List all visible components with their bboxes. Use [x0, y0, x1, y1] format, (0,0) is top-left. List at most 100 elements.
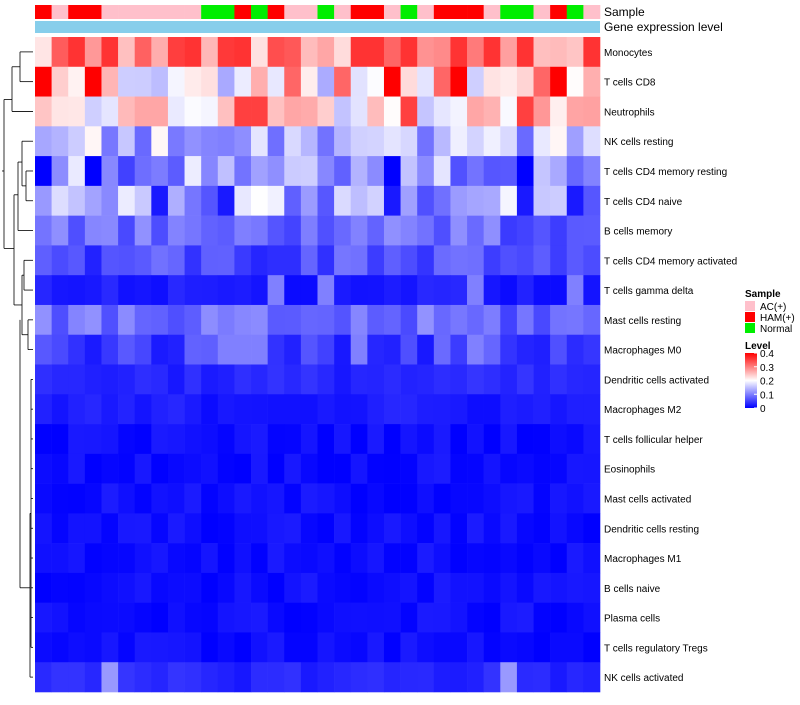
heatmap-cell: [467, 37, 484, 68]
heatmap-cell: [68, 424, 86, 455]
heatmap-cell: [317, 364, 335, 395]
heatmap-cell: [550, 572, 568, 603]
heatmap-cell: [450, 156, 468, 187]
heatmap-cell: [417, 602, 435, 633]
heatmap-cell: [383, 632, 401, 663]
sample-annotation-cell: [101, 5, 119, 19]
heatmap-cell: [234, 215, 252, 246]
heatmap-cell: [68, 185, 86, 216]
heatmap-cell: [450, 513, 468, 544]
heatmap-cell: [550, 215, 568, 246]
heatmap-cell: [583, 543, 601, 574]
heatmap-cell: [84, 275, 102, 306]
heatmap-cell: [51, 245, 69, 276]
heatmap-cell: [151, 632, 169, 663]
heatmap-cell: [400, 185, 418, 216]
heatmap-cell: [35, 424, 52, 455]
heatmap-cell: [184, 513, 202, 544]
heatmap-cell: [68, 572, 86, 603]
heatmap-cell: [483, 364, 501, 395]
sample-annotation-cell: [367, 5, 385, 19]
heatmap-cell: [234, 334, 252, 365]
heatmap-cell: [300, 513, 318, 544]
heatmap-cell: [500, 394, 518, 425]
sample-annotation-cell: [400, 5, 418, 19]
heatmap-cell: [400, 156, 418, 187]
heatmap-cell: [566, 215, 584, 246]
heatmap-cell: [334, 364, 352, 395]
heatmap-cell: [101, 483, 119, 514]
heatmap-cell: [383, 185, 401, 216]
legend-level-tick-label: 0.4: [760, 349, 774, 360]
heatmap-cell: [433, 364, 451, 395]
heatmap-cell: [467, 275, 484, 306]
heatmap-cell: [284, 304, 302, 336]
heatmap-cell: [433, 156, 451, 187]
heatmap-cell: [234, 572, 252, 603]
heatmap-cell: [383, 394, 401, 425]
heatmap-cell: [334, 245, 352, 276]
heatmap-cell: [267, 215, 285, 246]
heatmap-cell: [35, 572, 52, 603]
heatmap-cell: [217, 483, 235, 514]
heatmap-cell: [151, 245, 169, 276]
heatmap-cell: [184, 394, 202, 425]
heatmap-cell: [167, 96, 185, 127]
heatmap-cell: [101, 662, 119, 693]
heatmap-cell: [35, 662, 52, 693]
heatmap-cell: [433, 96, 451, 127]
heatmap-cell: [284, 215, 302, 246]
heatmap-cell: [533, 483, 551, 514]
heatmap-cell: [583, 483, 601, 514]
heatmap-cell: [566, 513, 584, 544]
heatmap-cell: [467, 304, 484, 336]
heatmap-cell: [367, 662, 385, 693]
heatmap-cell: [350, 483, 368, 514]
heatmap-cell: [167, 304, 185, 336]
heatmap-cell: [284, 394, 302, 425]
heatmap-cell: [483, 424, 501, 455]
heatmap-cell: [101, 364, 119, 395]
heatmap-cell: [35, 126, 52, 157]
heatmap-cell: [334, 424, 352, 455]
heatmap-cell: [118, 126, 136, 157]
heatmap-cell: [516, 662, 534, 693]
heatmap-cell: [516, 275, 534, 306]
heatmap-cell: [167, 215, 185, 246]
heatmap-cell: [234, 602, 252, 633]
sample-annotation-cell: [583, 5, 601, 19]
heatmap-cell: [84, 424, 102, 455]
heatmap-cell: [383, 513, 401, 544]
heatmap-cell: [533, 602, 551, 633]
heatmap-cell: [300, 572, 318, 603]
heatmap-cell: [550, 96, 568, 127]
heatmap-cell: [151, 215, 169, 246]
heatmap-cell: [516, 245, 534, 276]
heatmap-cell: [118, 394, 136, 425]
heatmap-cell: [51, 66, 69, 97]
heatmap-cell: [566, 275, 584, 306]
heatmap-cell: [234, 424, 252, 455]
heatmap-cell: [433, 453, 451, 484]
heatmap-cell: [267, 334, 285, 365]
heatmap-cell: [217, 394, 235, 425]
sample-annotation-cell: [118, 5, 136, 19]
heatmap-cell: [101, 275, 119, 306]
heatmap-cell: [201, 572, 219, 603]
heatmap-cell: [483, 245, 501, 276]
heatmap-cell: [417, 394, 435, 425]
heatmap-cell: [167, 37, 185, 68]
heatmap-cell: [234, 156, 252, 187]
heatmap-cell: [217, 543, 235, 574]
heatmap-cell: [251, 37, 268, 68]
heatmap-cell: [583, 156, 601, 187]
heatmap-cell: [334, 572, 352, 603]
row-label: NK cells activated: [604, 673, 683, 684]
heatmap-cell: [334, 156, 352, 187]
heatmap-cell: [134, 215, 152, 246]
heatmap-cell: [234, 185, 252, 216]
sample-annotation-cell: [334, 5, 352, 19]
heatmap-cell: [35, 632, 52, 663]
heatmap-cell: [417, 483, 435, 514]
heatmap-cell: [217, 96, 235, 127]
